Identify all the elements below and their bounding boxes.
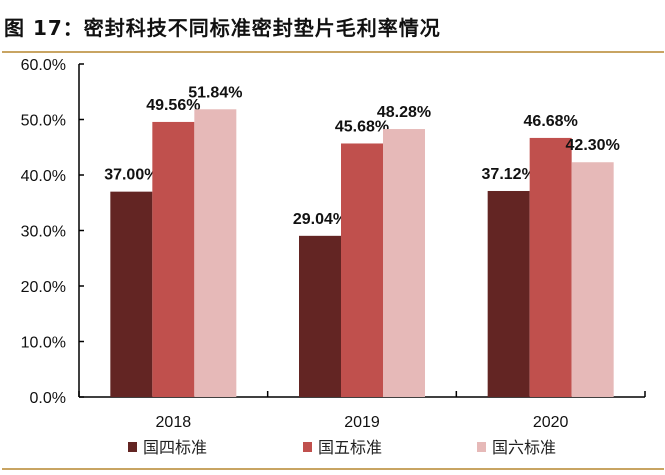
bar-2018-2 — [194, 109, 237, 398]
bottom-divider — [2, 468, 664, 470]
data-label: 46.68% — [524, 113, 578, 130]
chart-title: 图 17：密封科技不同标准密封垫片毛利率情况 — [4, 16, 441, 40]
bar-2020-2 — [571, 162, 614, 397]
bar-2020-0 — [487, 190, 530, 397]
x-tick-label: 2020 — [533, 414, 569, 431]
data-label: 37.00% — [104, 167, 158, 184]
y-tick-label: 10.0% — [21, 335, 66, 352]
bar-2019-1 — [341, 143, 383, 397]
y-tick-label: 50.0% — [21, 113, 66, 130]
data-label: 29.04% — [293, 211, 347, 228]
data-label: 37.12% — [482, 166, 536, 183]
y-tick-label: 30.0% — [21, 224, 66, 241]
data-label: 51.84% — [188, 84, 242, 101]
bar-2018-1 — [152, 121, 195, 397]
bar-2020-1 — [529, 137, 572, 397]
y-tick-label: 20.0% — [21, 279, 66, 296]
data-label: 45.68% — [335, 118, 389, 135]
bar-2019-0 — [299, 235, 341, 397]
legend-label: 国四标准 — [143, 438, 207, 457]
bar-2018-0 — [110, 191, 153, 397]
top-divider — [2, 51, 664, 53]
data-label: 49.56% — [146, 97, 200, 114]
x-tick-label: 2019 — [344, 414, 380, 431]
y-tick-label: 40.0% — [21, 168, 66, 185]
y-tick-label: 0.0% — [30, 390, 66, 407]
x-tick-label: 2018 — [156, 414, 192, 431]
legend-label: 国五标准 — [318, 438, 382, 457]
y-tick-label: 60.0% — [21, 57, 66, 74]
legend-swatch-2 — [477, 442, 486, 452]
legend-swatch-1 — [303, 442, 312, 452]
bar-2019-2 — [383, 129, 425, 397]
legend-swatch-0 — [128, 442, 137, 452]
legend-label: 国六标准 — [492, 438, 556, 457]
data-label: 42.30% — [566, 137, 620, 154]
data-label: 48.28% — [377, 104, 431, 121]
